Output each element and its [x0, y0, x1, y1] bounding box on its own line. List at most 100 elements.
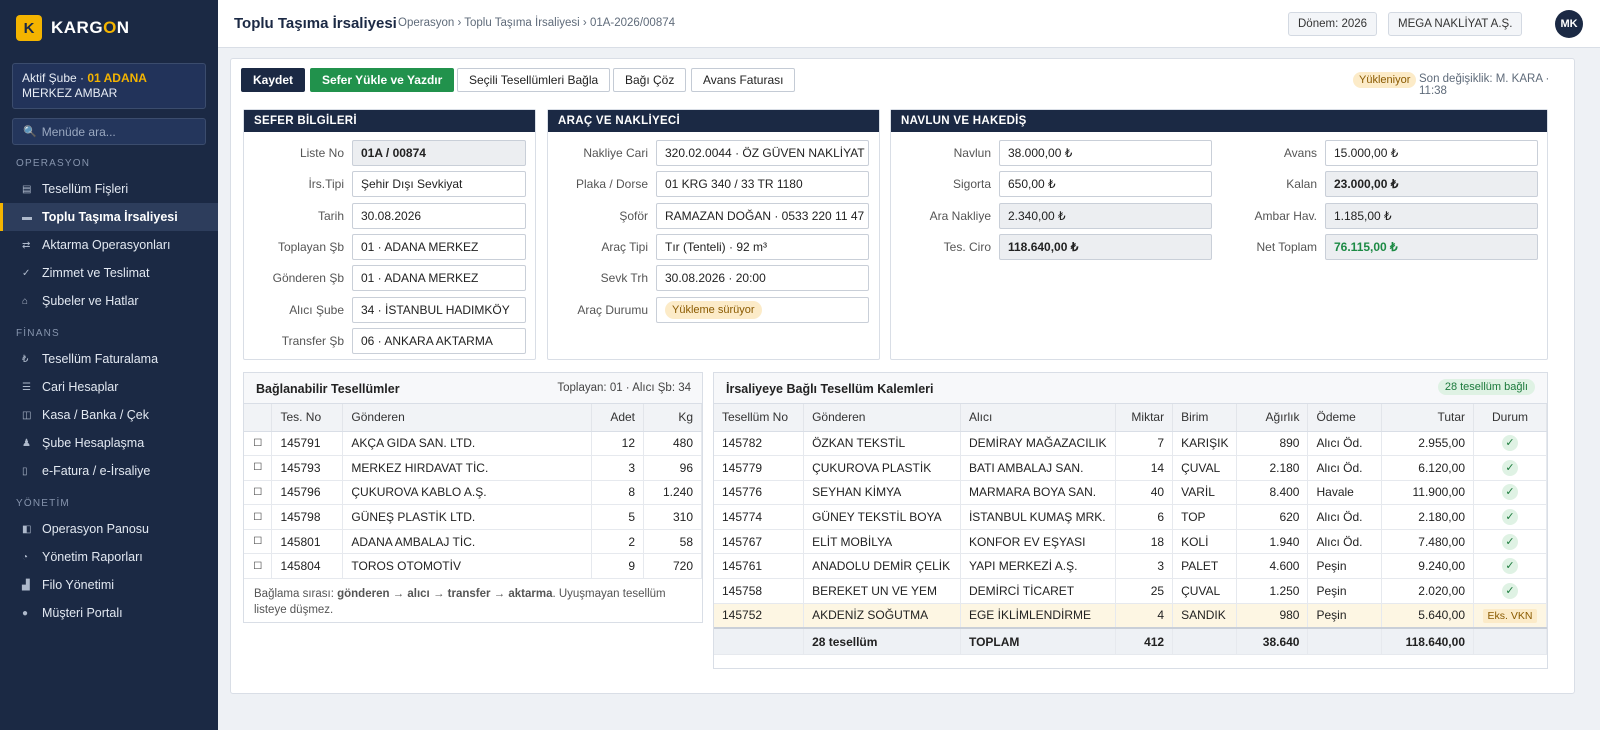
save-button[interactable]: Kaydet	[241, 68, 306, 92]
page-title: Toplu Taşıma İrsaliyesi	[234, 15, 397, 32]
trip-info-card: SEFER BİLGİLERİ Liste No 01A / 00874 İrs.T…	[243, 109, 536, 360]
row-checkbox[interactable]: ☐	[244, 553, 273, 580]
column-header[interactable]: Miktar	[1115, 404, 1174, 432]
sidebar-item[interactable]: ▤ Tesellüm Fişleri	[0, 175, 218, 203]
form-row: Liste No 01A / 00874	[244, 140, 526, 166]
table-row[interactable]: 145758 BEREKET UN VE YEM DEMİRCİ TİCARET 25…	[714, 578, 1547, 604]
field-value[interactable]: 01 KRG 340 / 33 TR 1180	[656, 171, 869, 198]
total-cell: TOPLAM	[960, 626, 1116, 656]
table-cell: ✓	[1473, 455, 1547, 481]
form-row: Toplayan Şb 01 · ADANA MERKEZ	[244, 233, 526, 260]
table-row[interactable]: ☐ 145791 AKÇA GIDA SAN. LTD. 12 480	[244, 431, 702, 457]
column-header[interactable]: Tes. No	[271, 404, 344, 432]
column-header[interactable]: Ödeme	[1307, 404, 1382, 432]
table-cell: 145798	[271, 504, 344, 530]
vehicle-status-badge: Yükleme sürüyor	[665, 300, 762, 319]
table-cell: 18	[1115, 529, 1174, 555]
table-row[interactable]: 145774 GÜNEY TEKSTİL BOYA İSTANBUL KUMAŞ M…	[714, 504, 1547, 530]
period-selector[interactable]: Dönem: 2026	[1288, 12, 1378, 36]
table-cell: 5.640,00	[1381, 603, 1475, 629]
field-value[interactable]: 38.000,00 ₺	[999, 140, 1212, 166]
table-row[interactable]: 145779 ÇUKUROVA PLASTİK BATI AMBALAJ SAN. 1…	[714, 455, 1547, 481]
field-value[interactable]: Şehir Dışı Sevkiyat	[352, 171, 526, 198]
menu-search-input[interactable]: 🔍 Menüde ara...	[12, 118, 206, 145]
column-header[interactable]: Tesellüm No	[714, 404, 805, 432]
avatar[interactable]: MK	[1555, 10, 1583, 38]
table-row[interactable]: ☐ 145793 MERKEZ HIRDAVAT TİC. 3 96	[244, 455, 702, 481]
row-checkbox[interactable]: ☐	[244, 480, 273, 506]
column-header[interactable]	[244, 404, 273, 432]
column-header[interactable]: Gönderen	[803, 404, 961, 432]
column-header[interactable]: Adet	[591, 404, 644, 432]
active-branch[interactable]: Aktif Şube · 01 ADANA MERKEZ AMBAR	[12, 63, 206, 109]
link-selected-button[interactable]: Seçili Tesellümleri Bağla	[457, 68, 611, 92]
column-header[interactable]: Durum	[1473, 404, 1547, 432]
field-value[interactable]: 15.000,00 ₺	[1325, 140, 1538, 166]
sidebar-item[interactable]: ₺ Tesellüm Faturalama	[0, 345, 218, 373]
column-header[interactable]: Gönderen	[342, 404, 593, 432]
sidebar-item[interactable]: ☰ Cari Hesaplar	[0, 373, 218, 401]
field-value[interactable]: Tır (Tenteli) · 92 m³	[656, 233, 869, 260]
row-checkbox[interactable]: ☐	[244, 431, 273, 457]
column-header[interactable]: Tutar	[1381, 404, 1475, 432]
field-value[interactable]: 320.02.0044 · ÖZ GÜVEN NAKLİYAT	[656, 140, 869, 166]
column-header[interactable]: Alıcı	[960, 404, 1116, 432]
table-row[interactable]: ☐ 145798 GÜNEŞ PLASTİK LTD. 5 310	[244, 504, 702, 530]
table-row[interactable]: 145776 SEYHAN KİMYA MARMARA BOYA SAN. 40 VAR…	[714, 480, 1547, 506]
sidebar-item[interactable]: ⇄ Aktarma Operasyonları	[0, 231, 218, 259]
vehicle-card: ARAÇ VE NAKLİYECİ Nakliye Cari 320.02.004…	[547, 109, 880, 360]
field-value[interactable]: 34 · İSTANBUL HADIMKÖY	[352, 296, 526, 323]
field-value[interactable]: 30.08.2026 · 20:00	[656, 265, 869, 292]
sidebar-item[interactable]: ♟ Şube Hesaplaşma	[0, 429, 218, 457]
sidebar-item[interactable]: ⌂ Şubeler ve Hatlar	[0, 287, 218, 315]
form-row: Ambar Hav. 1.185,00 ₺	[1217, 202, 1538, 229]
sidebar-item-label: Kasa / Banka / Çek	[42, 408, 150, 422]
table-cell: Havale	[1307, 480, 1382, 506]
link-order-note: Bağlama sırası: gönderen → alıcı → trans…	[254, 588, 666, 617]
field-value[interactable]: 01 · ADANA MERKEZ	[352, 233, 526, 260]
sidebar-item[interactable]: ✓ Zimmet ve Teslimat	[0, 259, 218, 287]
field-value[interactable]: 01 · ADANA MERKEZ	[352, 265, 526, 292]
fleet-icon: ▟	[22, 579, 30, 591]
row-checkbox[interactable]: ☐	[244, 504, 273, 530]
table-cell: VARİL	[1172, 480, 1238, 506]
sidebar-item[interactable]: ▬ Toplu Taşıma İrsaliyesi	[0, 203, 218, 231]
total-row: 28 tesellüm TOPLAM 412 38.640 118.640,00	[714, 626, 1547, 656]
table-row[interactable]: 145752 AKDENİZ SOĞUTMA EGE İKLİMLENDİRME 4 S…	[714, 603, 1547, 629]
unlink-button[interactable]: Bağı Çöz	[613, 68, 687, 92]
list-no-field: 01A / 00874	[352, 140, 526, 166]
sidebar-item[interactable]: ◧ Operasyon Panosu	[0, 515, 218, 543]
table-cell: 145793	[271, 455, 344, 481]
column-header[interactable]: Kg	[643, 404, 702, 432]
table-row[interactable]: ☐ 145801 ADANA AMBALAJ TİC. 2 58	[244, 529, 702, 555]
row-checkbox[interactable]: ☐	[244, 529, 273, 555]
table-row[interactable]: 145767 ELİT MOBİLYA KONFOR EV EŞYASI 18 KOLİ…	[714, 529, 1547, 555]
load-and-print-button[interactable]: Sefer Yükle ve Yazdır	[310, 68, 455, 92]
breadcrumb[interactable]: Operasyon › Toplu Taşıma İrsaliyesi › 01…	[398, 17, 676, 29]
field-value[interactable]: RAMAZAN DOĞAN · 0533 220 11 47	[656, 202, 869, 229]
sidebar-item[interactable]: ◫ Kasa / Banka / Çek	[0, 401, 218, 429]
company-selector[interactable]: MEGA NAKLİYAT A.Ş.	[1388, 12, 1523, 36]
sidebar-item[interactable]: ● Müşteri Portalı	[0, 599, 218, 627]
vehicle-status-field[interactable]: Yükleme sürüyor	[656, 296, 869, 323]
field-value[interactable]: 30.08.2026	[352, 202, 526, 229]
advance-invoice-button[interactable]: Avans Faturası	[691, 68, 796, 92]
app-logo[interactable]: K KARGON	[0, 0, 218, 41]
table-row[interactable]: 145761 ANADOLU DEMİR ÇELİK YAPI MERKEZİ A.…	[714, 553, 1547, 580]
check-icon: ✓	[1502, 459, 1518, 476]
row-checkbox[interactable]: ☐	[244, 455, 273, 481]
column-header[interactable]: Ağırlık	[1236, 404, 1309, 432]
total-cell	[1473, 626, 1547, 656]
field-value[interactable]: 06 · ANKARA AKTARMA	[352, 327, 526, 354]
table-row[interactable]: ☐ 145804 TOROS OTOMOTİV 9 720	[244, 553, 702, 580]
table-row[interactable]: 145782 ÖZKAN TEKSTİL DEMİRAY MAĞAZACILIK 7 K…	[714, 431, 1547, 457]
check-icon: ✓	[1502, 509, 1518, 526]
field-value[interactable]: 650,00 ₺	[999, 171, 1212, 198]
sidebar-item[interactable]: ▟ Filo Yönetimi	[0, 571, 218, 599]
sidebar-item[interactable]: ▯ e-Fatura / e-İrsaliye	[0, 457, 218, 485]
table-row[interactable]: ☐ 145796 ÇUKUROVA KABLO A.Ş. 8 1.240	[244, 480, 702, 506]
column-header[interactable]: Birim	[1172, 404, 1238, 432]
table-cell: SEYHAN KİMYA	[803, 480, 961, 506]
table-cell: 3	[1115, 553, 1174, 580]
sidebar-item[interactable]: ◔ Yönetim Raporları	[0, 543, 218, 571]
